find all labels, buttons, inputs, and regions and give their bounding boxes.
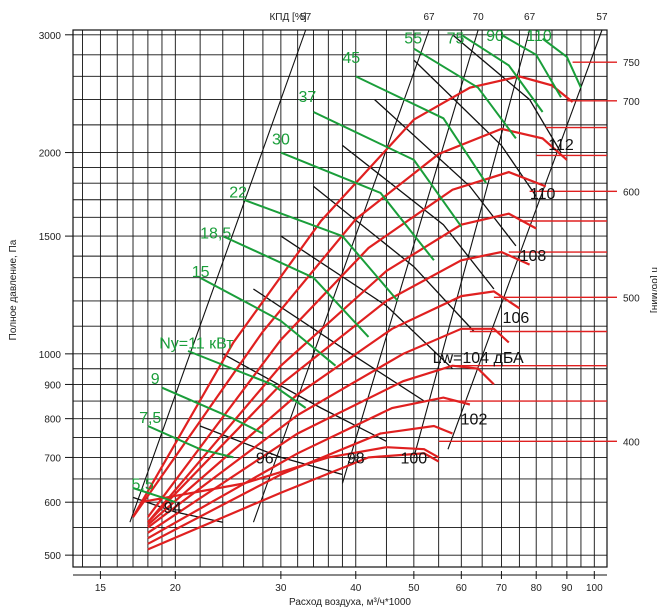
sound-curve xyxy=(199,425,343,476)
power-label: 22 xyxy=(229,184,247,201)
x-tick-label: 20 xyxy=(170,583,182,594)
x-tick-label: 40 xyxy=(350,583,362,594)
sound-curve xyxy=(452,34,562,153)
sound-label: Lw=104 дБА xyxy=(433,350,524,367)
rpm-curve xyxy=(147,452,440,551)
sound-curve xyxy=(253,288,425,402)
power-curve xyxy=(413,47,517,139)
power-lines xyxy=(132,33,582,504)
power-curve xyxy=(132,487,176,504)
x-tick-label: 50 xyxy=(408,583,420,594)
power-label: 30 xyxy=(272,131,290,148)
labels: 5,5 7,5 9 Ny=11 кВт 15 18,5 22 30 37 45 55 75 90 110 9… xyxy=(131,28,573,517)
sound-label: 100 xyxy=(401,450,428,467)
power-curve xyxy=(243,198,399,302)
power-curve xyxy=(280,151,435,261)
efficiency-line xyxy=(129,29,307,523)
power-label: 45 xyxy=(342,50,360,67)
power-label: 9 xyxy=(151,371,160,388)
y-tick-label: 2000 xyxy=(39,149,62,160)
y-axis-title: Полное давление, Па xyxy=(8,239,19,340)
efficiency-line xyxy=(447,29,603,450)
sound-curve xyxy=(313,185,475,332)
x-tick-label: 80 xyxy=(531,583,543,594)
efficiency-top-label: 70 xyxy=(473,12,485,23)
rpm-curve xyxy=(140,446,440,504)
y-tick-label: 1500 xyxy=(39,232,62,243)
sound-label: 106 xyxy=(503,310,530,327)
plot-border xyxy=(72,29,608,568)
sound-label: 112 xyxy=(548,137,574,154)
sound-label: 108 xyxy=(520,248,547,265)
y-tick-label: 800 xyxy=(44,415,61,426)
power-curve xyxy=(147,425,234,459)
power-curve xyxy=(500,33,562,98)
y2-axis-title: n [об/мин] xyxy=(649,267,657,313)
power-label: 5,5 xyxy=(131,476,153,493)
rpm-lines: 750 700 600 500 400 xyxy=(132,58,640,551)
efficiency-line xyxy=(413,29,531,458)
power-label: 90 xyxy=(486,28,504,45)
sound-label: 98 xyxy=(347,450,365,467)
x-tick-label: 30 xyxy=(275,583,287,594)
sound-label: 102 xyxy=(461,412,488,429)
sound-curve xyxy=(280,235,453,370)
rpm-label: 400 xyxy=(623,437,640,448)
power-label: 37 xyxy=(298,89,316,106)
sound-curve xyxy=(341,144,495,290)
x-tick-label: 100 xyxy=(586,583,603,594)
power-curve xyxy=(199,276,337,367)
efficiency-top-label: 57 xyxy=(596,12,608,23)
y-tick-label: 900 xyxy=(44,380,61,391)
power-label: 55 xyxy=(404,31,422,48)
rpm-curve xyxy=(147,250,531,523)
power-curve xyxy=(542,37,582,89)
sound-label: 94 xyxy=(164,500,182,517)
y-tick-label: 600 xyxy=(44,498,61,509)
x-tick-label: 15 xyxy=(95,583,107,594)
x-tick-label: 90 xyxy=(561,583,573,594)
rpm-curve xyxy=(147,170,547,518)
power-label: 110 xyxy=(526,28,552,45)
power-curve xyxy=(222,235,370,338)
rpm-curve xyxy=(147,364,495,534)
y-tick-label: 3000 xyxy=(39,31,62,42)
power-curve xyxy=(460,33,544,113)
power-curve xyxy=(161,386,264,435)
power-label: 18,5 xyxy=(200,225,231,242)
y-tick-label: 1000 xyxy=(39,350,62,361)
rpm-label: 500 xyxy=(623,293,640,304)
x-axis-title: Расход воздуха, м³/ч*1000 xyxy=(289,597,411,608)
x-tick-label: 60 xyxy=(456,583,468,594)
rpm-curve xyxy=(132,127,568,518)
rpm-label: 600 xyxy=(623,187,640,198)
plot-frame: 15 20 30 40 50 60 70 80 90 100 500 600 700 800 900 1000… xyxy=(39,29,608,594)
top-axis-title: КПД [%] xyxy=(269,12,306,23)
power-label: 15 xyxy=(192,264,210,281)
power-label: Ny=11 кВт xyxy=(159,335,234,352)
y-tick-label: 700 xyxy=(44,453,61,464)
efficiency-top-label: 57 xyxy=(300,12,312,23)
power-curve xyxy=(355,75,487,184)
sound-curve xyxy=(132,496,223,523)
rpm-curve xyxy=(132,75,574,518)
efficiency-top-label: 67 xyxy=(423,12,435,23)
power-label: 7,5 xyxy=(139,410,161,427)
power-curve xyxy=(313,111,463,228)
sound-curve xyxy=(413,59,537,197)
efficiency-top-label: 67 xyxy=(524,12,536,23)
x-tick-label: 70 xyxy=(496,583,508,594)
y-tick-label: 500 xyxy=(44,551,61,562)
power-curve xyxy=(187,350,307,409)
rpm-curve xyxy=(147,424,453,545)
sound-label: 96 xyxy=(256,450,274,467)
power-label: 75 xyxy=(447,31,465,48)
rpm-curve xyxy=(147,290,521,526)
rpm-label: 750 xyxy=(623,58,640,69)
rpm-label: 700 xyxy=(623,97,640,108)
sound-label: 110 xyxy=(530,186,556,203)
